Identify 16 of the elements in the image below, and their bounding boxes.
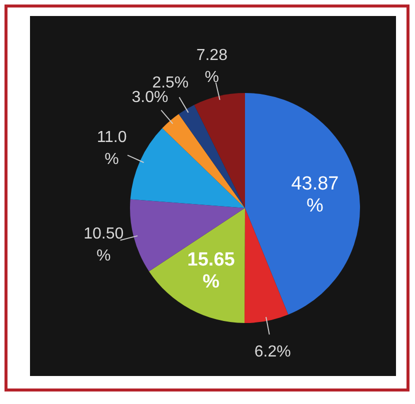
data-label: 11.0 % [96,128,127,168]
pie-slice [162,114,245,208]
pie-slice [245,93,360,315]
pie-slice [244,208,288,323]
data-label: 3.0% [132,88,168,106]
pie-slice [194,93,245,208]
pie-slice [149,208,245,323]
data-label: 7.28 % [196,46,228,86]
data-label: 43.87 % [291,172,339,216]
data-label: 15.65 % [187,249,236,292]
data-label: 10.50 % [84,225,124,264]
pie-slice [130,199,245,272]
pie-slice [130,128,245,208]
pie-slice [178,104,245,208]
data-label: 2.5% [152,74,189,91]
data-label: 6.2% [254,342,291,360]
